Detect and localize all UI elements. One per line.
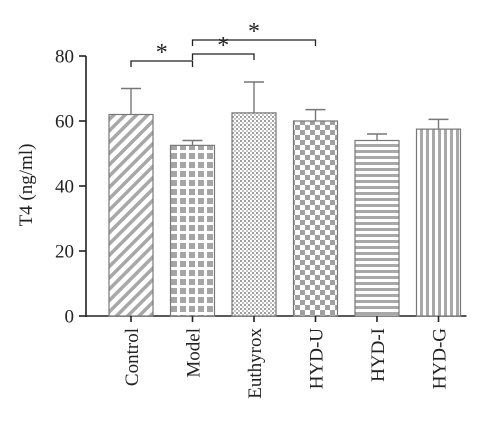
x-tick-label: Euthyrox — [245, 328, 266, 399]
significance-star: * — [156, 40, 168, 66]
x-tick-label: Model — [184, 328, 205, 378]
y-tick-label: 80 — [55, 47, 74, 68]
bar-hyd-g — [415, 128, 462, 317]
y-tick-label: 60 — [55, 112, 74, 133]
y-tick-label: 20 — [55, 242, 74, 263]
x-tick-label: Control — [122, 328, 143, 386]
bar-euthyrox — [231, 112, 277, 317]
y-tick-label: 40 — [55, 177, 74, 198]
x-tick-label: HYD-G — [430, 328, 451, 389]
bar-hyd-i — [354, 139, 400, 317]
significance-bracket — [191, 53, 255, 60]
bar-model — [169, 144, 216, 317]
bar-hyd-u — [292, 120, 339, 317]
x-tick-label: HYD-I — [368, 328, 389, 382]
plot-area: 0 20 40 60 80 Control Model Euthyrox HYD-U HYD-I H… — [55, 19, 467, 399]
y-tick-label: 0 — [65, 307, 75, 328]
bar-control — [108, 113, 154, 317]
significance-bracket — [191, 39, 317, 46]
x-tick-label: HYD-U — [307, 328, 328, 389]
significance-star: * — [217, 33, 229, 59]
significance-bracket — [130, 60, 194, 67]
y-axis-title: T4 (ng/ml) — [16, 144, 37, 227]
significance-star: * — [248, 19, 260, 45]
